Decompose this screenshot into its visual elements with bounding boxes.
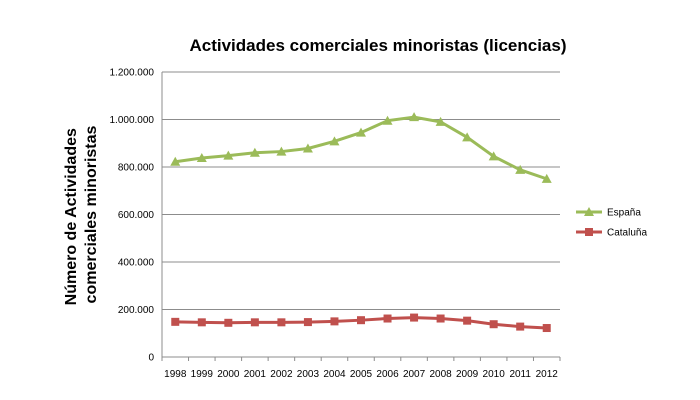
data-point bbox=[542, 324, 551, 333]
data-point bbox=[224, 318, 233, 327]
data-point bbox=[277, 318, 286, 327]
data-point bbox=[357, 316, 365, 325]
x-tick-label: 2003 bbox=[297, 369, 320, 380]
legend-label: España bbox=[607, 208, 641, 219]
x-tick-label: 2010 bbox=[483, 369, 506, 380]
legend-marker bbox=[585, 228, 593, 236]
x-tick-label: 1998 bbox=[164, 369, 187, 380]
data-point bbox=[250, 318, 259, 327]
legend-marker bbox=[584, 207, 594, 216]
data-point bbox=[223, 150, 234, 160]
legend: España Cataluña bbox=[576, 207, 647, 239]
data-point bbox=[410, 313, 419, 322]
data-point bbox=[435, 116, 446, 126]
data-point bbox=[302, 143, 313, 153]
data-point bbox=[330, 317, 339, 326]
data-point bbox=[329, 136, 340, 146]
y-tick-label: 200.000 bbox=[118, 305, 155, 316]
y-tick-label: 400.000 bbox=[118, 258, 155, 269]
data-point bbox=[436, 314, 445, 323]
y-tick-label: 0 bbox=[148, 353, 154, 364]
x-tick-label: 2012 bbox=[536, 369, 559, 380]
legend-label: Cataluña bbox=[607, 228, 647, 239]
data-point bbox=[249, 147, 260, 157]
x-tick-label: 2006 bbox=[376, 369, 399, 380]
x-tick-label: 2004 bbox=[323, 369, 346, 380]
data-point bbox=[171, 317, 180, 326]
y-tick-label: 1.200.000 bbox=[110, 68, 155, 79]
data-point bbox=[170, 156, 181, 166]
y-axis-label-line-1: Número de Actividades bbox=[63, 128, 80, 305]
y-tick-label: 600.000 bbox=[118, 210, 155, 221]
x-tick-label: 2005 bbox=[350, 369, 373, 380]
data-point bbox=[541, 173, 552, 183]
x-tick-label: 2008 bbox=[429, 369, 452, 380]
x-tick-label: 2000 bbox=[217, 369, 240, 380]
x-tick-label: 2007 bbox=[403, 369, 426, 380]
data-point bbox=[197, 318, 206, 327]
data-point bbox=[276, 146, 287, 156]
data-point bbox=[489, 320, 498, 329]
data-point bbox=[383, 314, 392, 323]
x-tick-label: 2001 bbox=[244, 369, 267, 380]
x-tick-label: 2009 bbox=[456, 369, 479, 380]
x-tick-label: 2002 bbox=[270, 369, 293, 380]
x-tick-label: 1999 bbox=[191, 369, 214, 380]
y-tick-label: 800.000 bbox=[118, 163, 155, 174]
data-point bbox=[303, 318, 312, 327]
data-point bbox=[463, 316, 472, 325]
data-point bbox=[516, 322, 525, 331]
data-point bbox=[382, 115, 393, 125]
y-axis-label: Número de Actividades comerciales minori… bbox=[63, 124, 100, 306]
data-point bbox=[462, 132, 473, 142]
data-point bbox=[515, 164, 526, 174]
x-tick-label: 2011 bbox=[509, 369, 531, 380]
chart-title: Actividades comerciales minoristas (lice… bbox=[189, 36, 566, 55]
plot-area: 0 200.000 400.000 600.000 800.000 1.000.000 1.… bbox=[110, 68, 561, 380]
y-tick-label: 1.000.000 bbox=[110, 115, 155, 126]
data-point bbox=[196, 152, 207, 162]
data-point bbox=[488, 151, 499, 161]
data-point bbox=[356, 127, 366, 137]
data-point bbox=[409, 112, 420, 122]
y-axis-label-line-2: comerciales minoristas bbox=[83, 125, 100, 303]
series-line-espana bbox=[175, 115, 548, 181]
